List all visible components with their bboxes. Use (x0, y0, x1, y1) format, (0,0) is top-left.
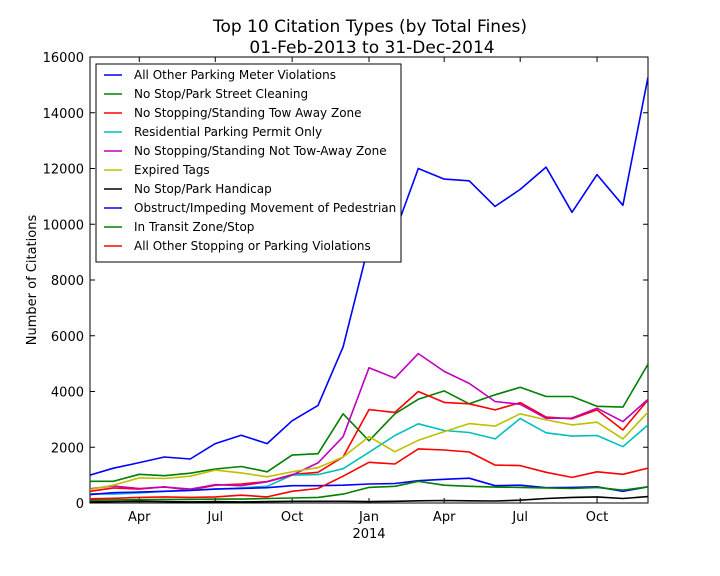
series-line-10 (90, 448, 648, 500)
y-axis-label: Number of Citations (25, 215, 40, 346)
series-line-4 (90, 417, 648, 495)
x-tick-label: Oct (281, 510, 303, 525)
legend: All Other Parking Meter Violations No Sto… (95, 63, 402, 263)
x-tick-sublabel: 2014 (352, 527, 385, 542)
series-line-9 (90, 480, 648, 501)
y-tick-label: 0 (76, 497, 84, 512)
legend-label: No Stop/Park Handicap (134, 182, 272, 196)
legend-label: All Other Stopping or Parking Violations (134, 239, 371, 253)
legend-label: Residential Parking Permit Only (134, 125, 322, 139)
x-tick-label: Jan (358, 510, 379, 525)
x-tick-label: Apr (128, 510, 151, 525)
x-tick-label: Jul (511, 510, 528, 525)
legend-label: All Other Parking Meter Violations (134, 68, 336, 82)
series-line-5 (90, 352, 648, 490)
chart-title: Top 10 Citation Types (by Total Fines) (212, 17, 527, 37)
y-tick-label: 16000 (43, 51, 84, 66)
series-line-2 (90, 363, 648, 483)
legend-label: No Stopping/Standing Tow Away Zone (134, 106, 362, 120)
y-tick-label: 10000 (43, 218, 84, 233)
y-tick-label: 12000 (43, 163, 84, 178)
legend-label: In Transit Zone/Stop (134, 220, 254, 234)
x-tick-label: Oct (586, 510, 608, 525)
chart-subtitle: 01-Feb-2013 to 31-Dec-2014 (249, 38, 494, 58)
legend-label: No Stopping/Standing Not Tow-Away Zone (134, 144, 387, 158)
series-lines (90, 76, 648, 503)
y-tick-label: 6000 (51, 330, 84, 345)
y-tick-label: 4000 (51, 386, 84, 401)
x-tick-label: Apr (433, 510, 456, 525)
legend-label: Obstruct/Impeding Movement of Pedestrian (134, 201, 396, 215)
series-line-7 (90, 495, 648, 503)
y-tick-label: 8000 (51, 274, 84, 289)
legend-label: No Stop/Park Street Cleaning (134, 87, 308, 101)
y-tick-label: 14000 (43, 107, 84, 122)
legend-label: Expired Tags (134, 163, 210, 177)
series-line-8 (90, 477, 648, 496)
legend-box (95, 63, 402, 263)
plot-area: 0 2000 4000 6000 8000 10000 12000 14000 16000 Apr… (43, 51, 649, 542)
series-line-6 (90, 411, 648, 491)
x-tick-label: Jul (206, 510, 223, 525)
y-tick-label: 2000 (51, 441, 84, 456)
